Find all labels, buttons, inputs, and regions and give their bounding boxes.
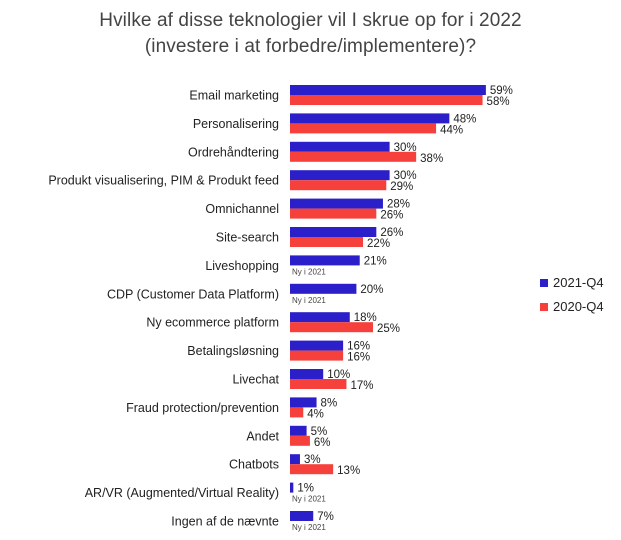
bar-2020-Q4 [290, 237, 364, 247]
value-label-2020-Q4: 4% [307, 408, 324, 420]
chart-title: Hvilke af disse teknologier vil I skrue … [0, 8, 621, 60]
value-label-2021-Q4: 16% [347, 341, 370, 353]
value-label-2020-Q4: 44% [440, 124, 463, 136]
category-label: Omnichannel [205, 202, 279, 216]
value-label-2021-Q4: 59% [490, 85, 513, 97]
bar-2021-Q4 [290, 170, 390, 181]
value-label-2021-Q4: 7% [317, 511, 334, 523]
bar-2020-Q4 [290, 322, 373, 333]
bar-2020-Q4 [290, 180, 387, 191]
bar-2021-Q4 [290, 312, 350, 323]
value-label-2021-Q4: 30% [394, 142, 417, 154]
value-label-2021-Q4: 8% [321, 397, 338, 409]
category-label: Andet [246, 429, 279, 443]
value-label-2021-Q4: 5% [311, 426, 328, 438]
category-label: Liveshopping [205, 259, 279, 273]
legend-swatch-2020-Q4 [540, 303, 548, 311]
value-label-2020-Q4: 13% [337, 465, 360, 477]
bar-2021-Q4 [290, 283, 357, 294]
category-label: Fraud protection/prevention [126, 401, 279, 415]
value-label-2020-Q4: 26% [380, 210, 403, 222]
value-label-2020-Q4: 17% [350, 380, 373, 392]
bar-2020-Q4 [290, 151, 417, 162]
bar-2021-Q4 [290, 369, 324, 379]
bar-2020-Q4 [290, 435, 310, 446]
new-in-2021-note: Ny i 2021 [292, 267, 326, 276]
bar-2021-Q4 [290, 511, 314, 521]
bar-2021-Q4 [290, 482, 294, 493]
bar-2021-Q4 [290, 425, 307, 436]
value-label-2020-Q4: 16% [347, 352, 370, 364]
legend-label-2021-Q4: 2021-Q4 [553, 275, 604, 290]
value-label-2020-Q4: 6% [314, 437, 331, 449]
bar-2021-Q4 [290, 85, 486, 95]
category-label: Site-search [216, 231, 279, 245]
chart-title-line-1: Hvilke af disse teknologier vil I skrue … [99, 10, 522, 31]
value-label-2021-Q4: 18% [354, 312, 377, 324]
legend-label-2020-Q4: 2020-Q4 [553, 299, 604, 314]
category-label: Ingen af de nævnte [171, 515, 279, 529]
value-label-2020-Q4: 25% [377, 323, 400, 335]
legend-swatch-2021-Q4 [540, 279, 548, 287]
bar-2021-Q4 [290, 198, 383, 209]
value-label-2020-Q4: 38% [420, 153, 443, 165]
category-label: Ordrehåndtering [188, 145, 279, 159]
bar-2021-Q4 [290, 397, 317, 408]
bar-2021-Q4 [290, 141, 390, 152]
category-label: CDP (Customer Data Platform) [107, 287, 279, 301]
category-label: Livechat [232, 373, 279, 387]
bar-2021-Q4 [290, 454, 300, 465]
bar-2020-Q4 [290, 407, 304, 418]
new-in-2021-note: Ny i 2021 [292, 495, 326, 504]
bar-2020-Q4 [290, 123, 437, 134]
chart-title-line-2: (investere i at forbedre/implementere)? [144, 36, 477, 57]
category-label: Chatbots [229, 458, 279, 472]
category-label: Betalingsløsning [187, 344, 279, 358]
value-label-2021-Q4: 1% [297, 483, 314, 495]
value-label-2020-Q4: 22% [367, 238, 390, 250]
bar-2020-Q4 [290, 350, 344, 361]
category-label: Email marketing [189, 89, 279, 103]
category-label: AR/VR (Augmented/Virtual Reality) [85, 486, 279, 500]
bar-2021-Q4 [290, 340, 344, 351]
value-label-2021-Q4: 48% [453, 113, 476, 125]
bar-2021-Q4 [290, 255, 360, 266]
value-label-2021-Q4: 28% [387, 199, 410, 211]
bar-2020-Q4 [290, 464, 334, 475]
category-label: Personalisering [193, 117, 279, 131]
category-label: Produkt visualisering, PIM & Produkt fee… [48, 174, 279, 188]
new-in-2021-note: Ny i 2021 [292, 296, 326, 305]
value-label-2020-Q4: 29% [390, 181, 413, 193]
value-label-2021-Q4: 3% [304, 454, 321, 466]
bar-2020-Q4 [290, 379, 347, 389]
value-label-2021-Q4: 10% [327, 369, 350, 381]
bar-2020-Q4 [290, 95, 483, 105]
category-label: Ny ecommerce platform [146, 316, 279, 330]
value-label-2020-Q4: 58% [487, 96, 510, 108]
value-label-2021-Q4: 20% [360, 284, 383, 296]
value-label-2021-Q4: 30% [394, 170, 417, 182]
value-label-2021-Q4: 26% [380, 227, 403, 239]
bar-2020-Q4 [290, 208, 377, 219]
new-in-2021-note: Ny i 2021 [292, 523, 326, 532]
bar-2021-Q4 [290, 113, 450, 124]
bar-2021-Q4 [290, 227, 377, 237]
value-label-2021-Q4: 21% [364, 255, 387, 267]
